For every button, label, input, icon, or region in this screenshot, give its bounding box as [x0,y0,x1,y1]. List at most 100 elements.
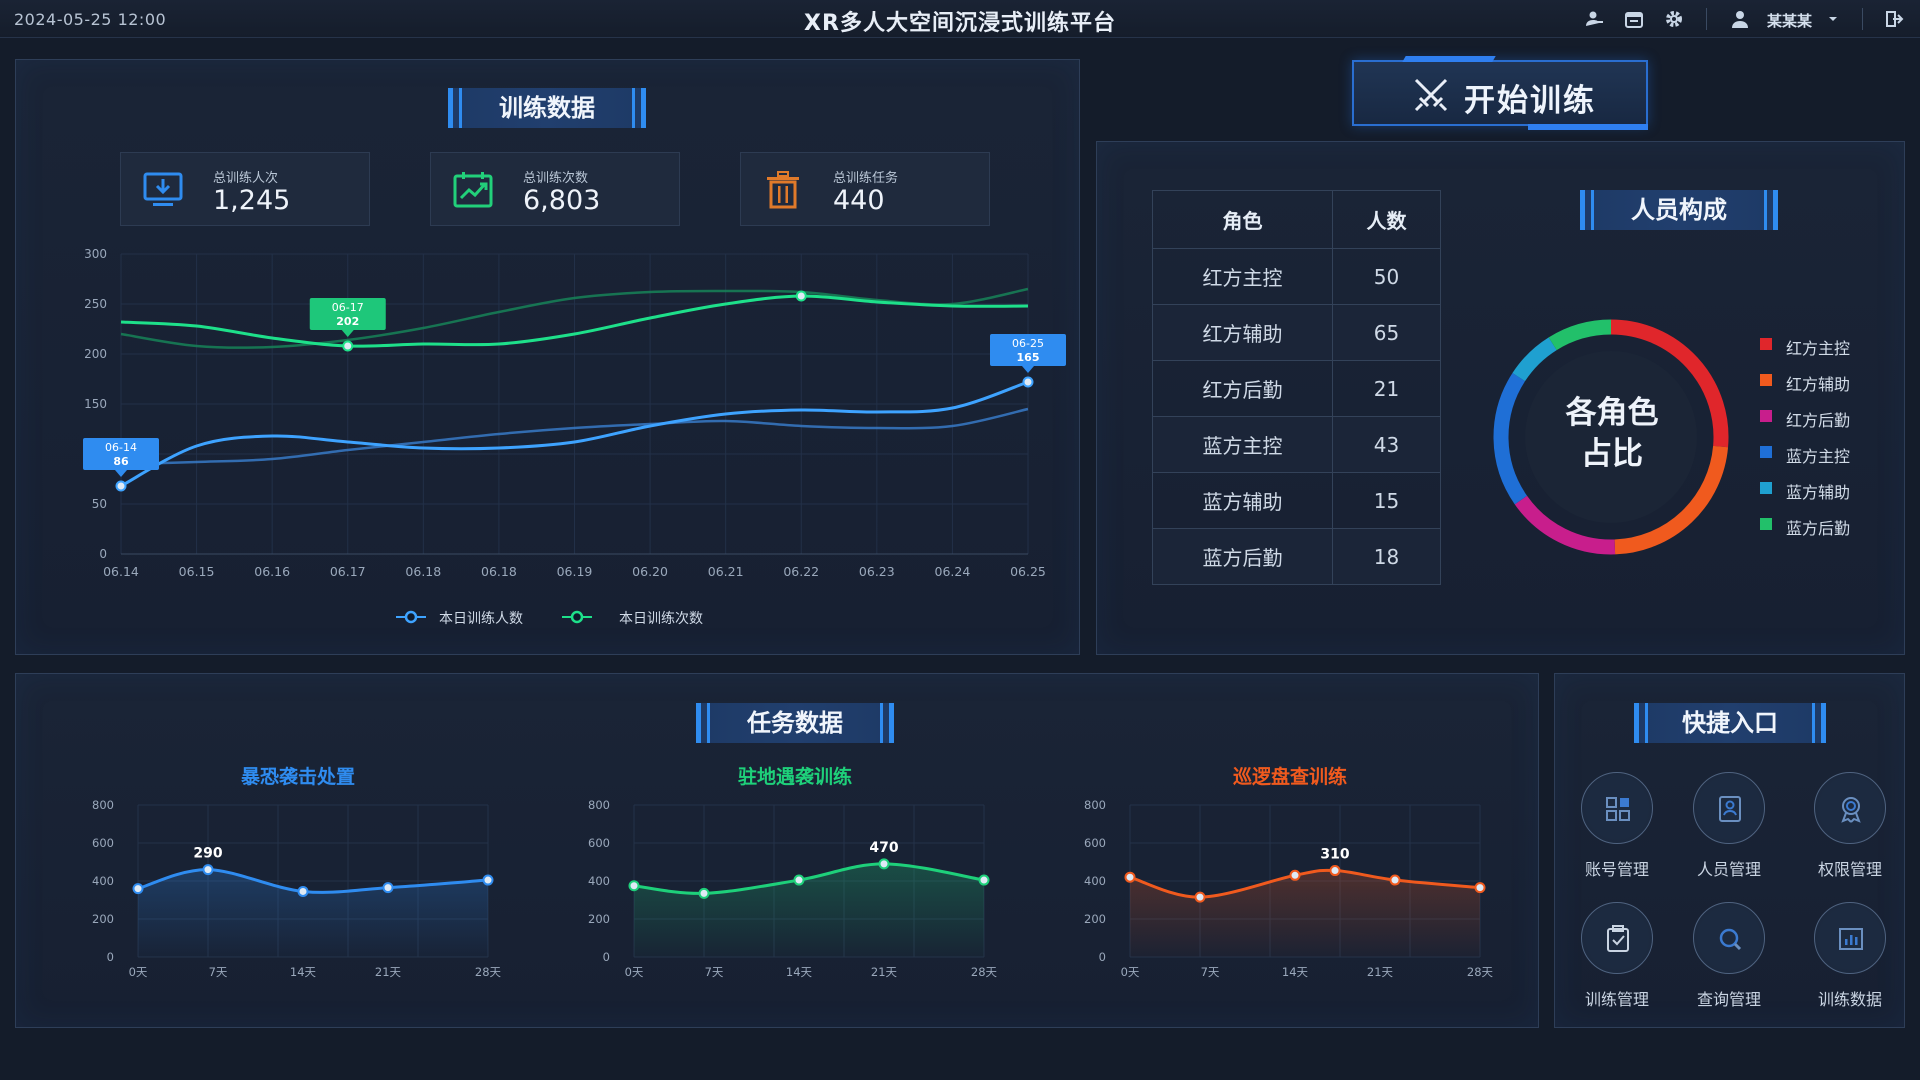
x-tick-label: 06.23 [859,564,895,579]
quick-entry-circle [1581,772,1653,844]
x-tick-label: 0天 [1121,965,1140,979]
task-chart-title: 驻地遇袭训练 [737,766,852,788]
start-training-label: 开始训练 [1464,83,1596,119]
y-tick-label: 50 [92,497,107,511]
x-tick-label: 14天 [1282,965,1309,979]
x-tick-label: 7天 [1201,965,1220,979]
legend-label: 蓝方辅助 [1786,483,1851,502]
data-point [1329,865,1341,877]
legend-swatch [1760,482,1772,494]
x-tick-label: 06.18 [481,564,517,579]
x-tick-label: 06.22 [783,564,819,579]
role-name: 蓝方辅助 [1152,472,1333,529]
data-point [382,882,394,894]
chevron-down-icon[interactable] [1826,11,1846,31]
y-tick-label: 0 [1099,950,1106,964]
quick-entry-personnel-management[interactable]: 人员管理 [1674,772,1784,880]
quick-entry-label: 查询管理 [1696,990,1761,1009]
callout-box [83,438,159,470]
quick-entry-training-data[interactable]: 训练数据 [1795,902,1905,1010]
logout-icon[interactable] [1884,9,1904,29]
callout-date: 06-14 [105,441,137,454]
task-area-chart: 0 200 400 600 800 0天 7天 14天 21天 28天 290 [92,798,502,979]
download-monitor-icon [143,171,183,209]
x-tick-label: 06.20 [632,564,668,579]
clipboard-check-icon [1607,925,1629,952]
quick-entry-label: 权限管理 [1817,860,1882,879]
y-tick-label: 600 [92,836,114,850]
data-point [628,880,640,892]
legend-swatch [1760,374,1772,386]
callout-value: 202 [336,315,359,328]
donut-hole [1525,351,1697,523]
task-chart-title: 巡逻盘查训练 [1232,766,1347,788]
x-tick-label: 7天 [705,965,724,979]
ghost-series-line [120,407,1029,466]
legend-swatch [1760,446,1772,458]
legend-swatch [1760,338,1772,350]
task-data-title: 任务数据 [696,703,894,743]
quick-entry-circle [1814,902,1886,974]
legend-label: 红方后勤 [1786,411,1851,430]
y-tick-label: 800 [1084,798,1106,812]
user-manage-icon[interactable] [1584,9,1604,29]
stat-card-total-tasks: 总训练任务 440 [740,152,990,226]
x-tick-label: 0天 [129,965,148,979]
role-count: 50 [1332,248,1441,305]
callout-pointer [115,470,127,477]
y-tick-label: 150 [84,397,107,411]
user-icon[interactable] [1730,9,1750,29]
gear-icon[interactable] [1664,9,1684,29]
stat-label: 总训练人次 [213,171,279,186]
donut-segment [1614,445,1729,555]
quick-entry-permission-management[interactable]: 权限管理 [1795,772,1905,880]
composition-donut-chart [1493,319,1729,555]
top-bar: 2024-05-25 12:00 XR多人大空间沉浸式训练平台 某某某 [0,0,1920,38]
x-tick-label: 21天 [1367,965,1394,979]
stat-card-total-people: 总训练人次 1,245 [120,152,370,226]
data-point [1194,891,1206,903]
quick-entry-circle [1693,772,1765,844]
y-tick-label: 200 [1084,912,1106,926]
role-count: 43 [1332,416,1441,473]
table-row: 红方辅助 65 [1152,304,1441,361]
data-point [1474,882,1486,894]
x-tick-label: 06.25 [1010,564,1046,579]
user-name[interactable]: 某某某 [1767,12,1813,30]
legend-label: 本日训练次数 [619,611,703,627]
callout-pointer [1022,366,1034,373]
id-card-icon [1719,796,1741,822]
y-tick-label: 300 [84,247,107,261]
legend-label: 蓝方后勤 [1786,519,1851,538]
datetime: 2024-05-25 12:00 [14,10,167,29]
role-count: 15 [1332,472,1441,529]
quick-entry-training-management[interactable]: 训练管理 [1562,902,1672,1010]
donut-center-line: 占比 [1581,436,1643,472]
quick-entry-account-management[interactable]: 账号管理 [1562,772,1672,880]
calendar-icon[interactable] [1624,9,1644,29]
x-tick-label: 0天 [625,965,644,979]
stat-card-total-sessions: 总训练次数 6,803 [430,152,680,226]
legend-line-green-icon [562,610,592,624]
data-label: 470 [869,840,898,856]
stat-label: 总训练任务 [833,171,899,186]
y-tick-label: 0 [99,547,107,561]
start-training-button[interactable]: 开始训练 [1352,56,1648,130]
data-label: 310 [1320,847,1349,863]
x-tick-label: 21天 [871,965,898,979]
column-header: 人数 [1332,190,1441,249]
x-tick-label: 06.18 [405,564,441,579]
x-tick-label: 06.21 [708,564,744,579]
quick-entry-query-management[interactable]: 查询管理 [1674,902,1784,1010]
callout-value: 86 [113,455,129,468]
legend-line-blue-icon [396,610,426,624]
quick-entry-title: 快捷入口 [1634,703,1826,743]
column-header: 角色 [1152,190,1333,249]
table-row: 蓝方主控 43 [1152,416,1441,473]
y-tick-label: 200 [84,347,107,361]
data-point [795,290,807,302]
callout-box [309,298,386,330]
donut-segment [1548,319,1612,351]
legend-label: 红方主控 [1786,339,1851,358]
data-point [793,874,805,886]
